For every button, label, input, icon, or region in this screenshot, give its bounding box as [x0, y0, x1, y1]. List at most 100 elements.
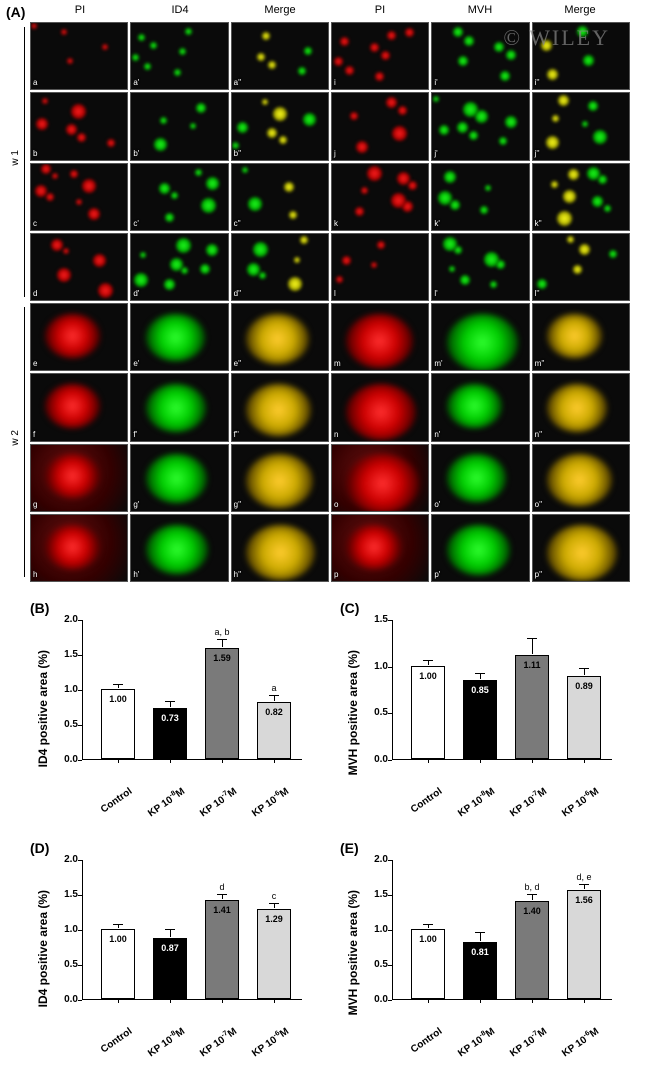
micro-cell: b'': [231, 92, 329, 160]
micro-cell-label: b': [133, 149, 139, 158]
micro-cell: n'': [532, 373, 630, 441]
micro-cell: m'': [532, 303, 630, 371]
chart-plot-area: 1.00Control0.85KP 10-8M1.11KP 10-7M0.89K…: [392, 620, 612, 760]
micro-cell: a'': [231, 22, 329, 90]
micro-cell: h': [130, 514, 228, 582]
bar-value: 0.73: [154, 713, 186, 723]
chart-plot-area: 1.00Control0.73KP 10-8M1.59a, bKP 10-7M0…: [82, 620, 302, 760]
micro-cell-label: l'': [535, 289, 540, 298]
micro-cell-label: j': [434, 149, 437, 158]
y-tick: 0.0: [370, 994, 388, 1005]
row-group-label-2: w 2: [10, 430, 21, 446]
bar: 0.73: [153, 708, 187, 759]
x-tick-label: Control: [389, 1026, 444, 1069]
bar-value: 1.29: [258, 914, 290, 924]
micro-cell: m: [331, 303, 429, 371]
y-tick: 2.0: [370, 854, 388, 865]
bar: 1.40b, d: [515, 901, 549, 999]
chart-E: MVH positive area (%)1.00Control0.81KP 1…: [340, 840, 630, 1060]
bar: 1.00: [101, 689, 135, 759]
micro-cell-label: h'': [234, 570, 242, 579]
y-tick: 1.0: [370, 661, 388, 672]
micro-cell-label: f'': [234, 430, 239, 439]
y-tick: 1.0: [60, 684, 78, 695]
x-tick-label: KP 10-6M: [235, 785, 291, 830]
micro-cell: n': [431, 373, 529, 441]
bar-value: 0.89: [568, 681, 600, 691]
micro-cell: c'': [231, 163, 329, 231]
chart-D: ID4 positive area (%)1.00Control0.87KP 1…: [30, 840, 320, 1060]
micro-cell-label: c': [133, 219, 139, 228]
micro-cell-label: f': [133, 430, 137, 439]
col-header: Merge: [530, 4, 630, 16]
micro-cell: f: [30, 373, 128, 441]
bar-significance: c: [258, 891, 290, 901]
x-tick-label: Control: [389, 786, 444, 829]
figure-container: © WILEY (A) PI ID4 Merge PI MVH Merge w …: [0, 0, 650, 1080]
bar-value: 1.00: [102, 694, 134, 704]
micro-cell-label: e: [33, 359, 37, 368]
bar-value: 0.87: [154, 943, 186, 953]
row-group-label-1: w 1: [10, 150, 21, 166]
bar: 0.81: [463, 942, 497, 999]
x-tick-label: KP 10-7M: [493, 785, 549, 830]
bar-significance: b, d: [516, 882, 548, 892]
col-header: MVH: [430, 4, 530, 16]
micro-cell: p': [431, 514, 529, 582]
x-tick-label: KP 10-8M: [441, 1025, 497, 1070]
watermark: © WILEY: [503, 25, 610, 51]
y-tick: 1.5: [370, 614, 388, 625]
micro-cell-label: i': [434, 78, 437, 87]
micro-cell-label: c: [33, 219, 37, 228]
chart-C: MVH positive area (%)1.00Control0.85KP 1…: [340, 600, 630, 820]
x-tick-label: KP 10-7M: [493, 1025, 549, 1070]
x-tick-label: KP 10-7M: [183, 1025, 239, 1070]
bar-value: 1.59: [206, 653, 238, 663]
panel-A-label: (A): [6, 4, 25, 20]
micro-cell: c: [30, 163, 128, 231]
micro-cell: e': [130, 303, 228, 371]
col-header: PI: [330, 4, 430, 16]
y-tick: 2.0: [60, 854, 78, 865]
micro-cell: o': [431, 444, 529, 512]
y-tick: 1.0: [370, 924, 388, 935]
micro-cell-label: l': [434, 289, 437, 298]
y-tick: 0.0: [60, 994, 78, 1005]
x-tick-label: KP 10-8M: [131, 785, 187, 830]
micro-cell: p: [331, 514, 429, 582]
x-tick-label: KP 10-7M: [183, 785, 239, 830]
micro-cell-label: o: [334, 500, 338, 509]
bar-value: 1.00: [102, 934, 134, 944]
bar-significance: d: [206, 882, 238, 892]
y-tick: 0.5: [370, 707, 388, 718]
bar: 1.00: [101, 929, 135, 999]
bar: 0.85: [463, 680, 497, 759]
bar: 0.82a: [257, 702, 291, 759]
micro-cell-label: p: [334, 570, 338, 579]
micro-cell: o'': [532, 444, 630, 512]
micro-cell: f'': [231, 373, 329, 441]
bar-significance: d, e: [568, 872, 600, 882]
y-tick: 0.5: [370, 959, 388, 970]
micro-cell: m': [431, 303, 529, 371]
micro-cell: g': [130, 444, 228, 512]
micro-cell-label: k: [334, 219, 338, 228]
micro-cell: f': [130, 373, 228, 441]
micro-cell-label: i'': [535, 78, 540, 87]
bar-value: 1.11: [516, 660, 548, 670]
micro-cell-label: g': [133, 500, 139, 509]
x-tick-label: KP 10-8M: [131, 1025, 187, 1070]
micro-cell-label: o'': [535, 500, 543, 509]
x-tick-label: Control: [79, 1026, 134, 1069]
y-tick: 1.5: [60, 889, 78, 900]
bar-value: 0.85: [464, 685, 496, 695]
bar: 1.29c: [257, 909, 291, 999]
micro-cell-label: a': [133, 78, 139, 87]
micro-cell-label: l: [334, 289, 336, 298]
micro-cell-label: o': [434, 500, 440, 509]
micro-cell-label: d: [33, 289, 37, 298]
micro-cell-label: e'': [234, 359, 242, 368]
micro-cell-label: c'': [234, 219, 241, 228]
micro-cell-label: d'': [234, 289, 242, 298]
bar-significance: a, b: [206, 627, 238, 637]
